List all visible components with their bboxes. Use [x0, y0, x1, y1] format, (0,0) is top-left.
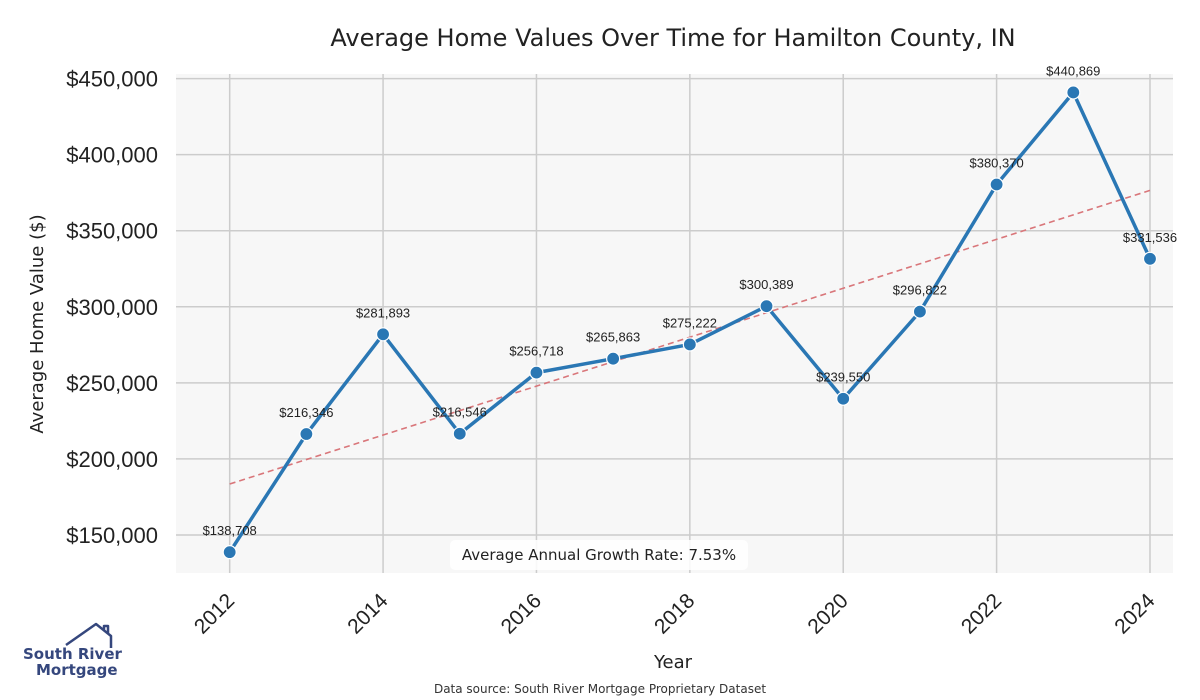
data-points: [222, 85, 1158, 560]
y-tick-label: $300,000: [66, 295, 158, 320]
data-point: [375, 327, 391, 342]
y-tick-label: $400,000: [66, 143, 158, 168]
data-label: $239,550: [816, 370, 870, 385]
data-label: $256,718: [509, 344, 563, 359]
data-point: [529, 365, 544, 380]
data-point: [299, 426, 314, 442]
data-point: [989, 177, 1004, 192]
x-axis-label: Year: [653, 652, 693, 673]
x-tick-label: 2012: [190, 589, 239, 638]
data-point: [452, 426, 467, 441]
data-source: Data source: South River Mortgage Propri…: [434, 682, 766, 696]
x-tick-label: 2014: [343, 589, 393, 639]
data-label: $138,708: [203, 523, 257, 538]
chart-title: Average Home Values Over Time for Hamilt…: [330, 24, 1015, 52]
x-tick-label: 2020: [803, 589, 852, 638]
data-point: [682, 337, 697, 352]
y-axis-ticks: $150,000 $200,000 $250,000 $300,000 $350,000…: [66, 67, 158, 548]
growth-annotation: Average Annual Growth Rate: 7.53%: [462, 546, 736, 564]
data-label: $216,346: [279, 405, 333, 420]
data-point: [912, 304, 928, 319]
trendline: [229, 189, 1151, 485]
plot-background: [176, 74, 1173, 573]
house-icon: [65, 622, 113, 648]
data-label: $275,222: [663, 315, 717, 330]
y-tick-label: $150,000: [66, 523, 158, 548]
y-tick-label: $450,000: [66, 67, 158, 92]
x-tick-label: 2016: [497, 589, 546, 638]
data-label: $216,546: [433, 405, 487, 420]
logo-line-2: Mortgage: [36, 661, 118, 679]
x-axis-ticks: 2012 2014 2016 2018 2020 2022 2024: [190, 589, 1160, 639]
data-label: $300,389: [739, 277, 793, 292]
data-label: $440,869: [1046, 63, 1100, 78]
data-point: [222, 545, 237, 560]
data-point: [1066, 85, 1081, 100]
logo-line-1: South River: [23, 645, 123, 663]
data-label: $380,370: [969, 155, 1023, 170]
data-label: $265,863: [586, 330, 640, 345]
data-point: [606, 351, 621, 366]
y-tick-label: $200,000: [66, 447, 158, 472]
data-label: $331,536: [1123, 230, 1177, 245]
y-axis-label: Average Home Value ($): [27, 214, 48, 433]
data-label: $296,822: [893, 283, 947, 298]
logo: South River Mortgage: [23, 622, 123, 679]
data-label: $281,893: [356, 305, 410, 320]
data-labels: $138,708 $216,346 $281,893 $216,546 $256,718…: [203, 63, 1178, 538]
data-point: [759, 299, 774, 314]
grid: [176, 74, 1173, 573]
growth-annotation-box: [450, 540, 748, 570]
x-tick-label: 2024: [1110, 589, 1160, 639]
y-tick-label: $250,000: [66, 371, 158, 396]
x-tick-label: 2022: [957, 589, 1006, 638]
x-tick-label: 2018: [650, 589, 699, 638]
y-tick-label: $350,000: [66, 219, 158, 244]
data-point: [1142, 251, 1158, 266]
data-point: [836, 391, 851, 406]
